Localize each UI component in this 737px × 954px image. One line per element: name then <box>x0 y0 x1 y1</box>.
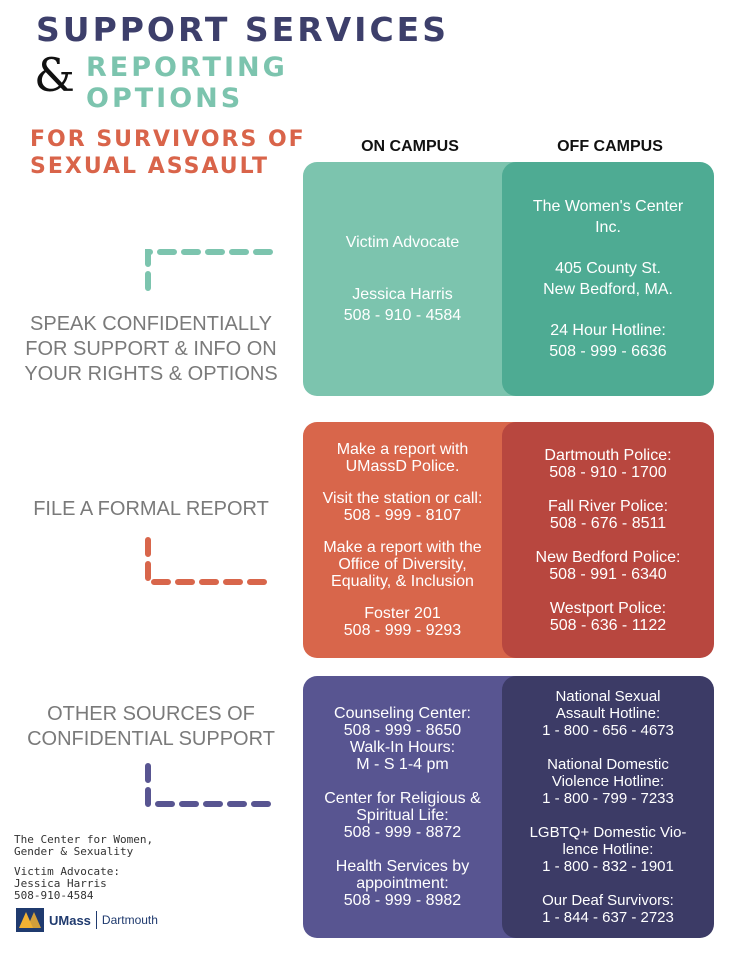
advocate-title: Victim Advocate <box>345 234 460 251</box>
label-other-sources: OTHER SOURCES OF CONFIDENTIAL SUPPORT <box>10 702 292 752</box>
womens-center-name-cont: Inc. <box>595 219 621 236</box>
religious-life-label: Center for Religious & <box>324 790 481 807</box>
health-services-label: appointment: <box>356 875 449 892</box>
report-line: Visit the station or call: <box>322 490 483 507</box>
formal-off-campus-box <box>502 422 714 658</box>
ampersand: & <box>34 48 75 102</box>
hotline-name: National Sexual <box>555 688 661 705</box>
label-line: YOUR RIGHTS & OPTIONS <box>24 363 278 385</box>
religious-life-phone: 508 - 999 - 8872 <box>343 824 462 841</box>
health-services-label: Health Services by <box>335 858 470 875</box>
logo-umass-text: UMass <box>49 912 91 928</box>
walk-in-hours: M - S 1-4 pm <box>356 756 449 773</box>
police-name: New Bedford Police: <box>535 548 681 566</box>
police-phone: 508 - 991 - 6340 <box>549 565 667 583</box>
hotline-phone: 508 - 999 - 6636 <box>549 343 667 360</box>
police-phone: 508 - 636 - 1122 <box>549 616 667 634</box>
other-off-campus-content: National Sexual Assault Hotline: 1 - 800… <box>508 676 708 938</box>
advocate-phone: 508 - 910 - 4584 <box>343 307 462 324</box>
footer-advocate-line: 508-910-4584 <box>14 889 94 902</box>
other-off-campus-box <box>502 676 714 938</box>
footer-org: The Center for Women, Gender & Sexuality <box>14 834 153 858</box>
hotline-phone: 1 - 800 - 799 - 7233 <box>542 790 674 807</box>
title-options: OPTIONS <box>86 83 244 114</box>
police-phone: 508 - 999 - 8107 <box>343 507 462 524</box>
counseling-phone: 508 - 999 - 8650 <box>343 722 462 739</box>
religious-life-label: Spiritual Life: <box>356 807 449 824</box>
hotline-name: Our Deaf Survivors: <box>542 892 674 909</box>
report-line: Equality, & Inclusion <box>331 573 474 590</box>
label-line: SPEAK CONFIDENTIALLY <box>30 313 272 335</box>
report-line: Make a report with <box>336 441 469 458</box>
address-line: 405 County St. <box>555 260 661 277</box>
logo-divider <box>95 911 97 929</box>
footer-advocate-line: Victim Advocate: <box>14 865 120 878</box>
advocate-name: Jessica Harris <box>352 286 453 303</box>
police-name: Westport Police: <box>549 599 667 617</box>
column-header-off-campus: OFF CAMPUS <box>557 138 663 155</box>
page-subtitle: FOR SURVIVORS OF SEXUAL ASSAULT <box>30 126 306 180</box>
dashed-connector-teal <box>145 249 273 301</box>
page-title-secondary: REPORTING OPTIONS <box>86 52 288 114</box>
label-line: OTHER SOURCES OF <box>47 703 255 725</box>
police-name: Fall River Police: <box>547 497 669 515</box>
police-phone: 508 - 676 - 8511 <box>549 514 667 532</box>
hotline-label: 24 Hour Hotline: <box>550 322 666 339</box>
formal-on-campus-content: Make a report with UMassD Police. Visit … <box>305 422 500 658</box>
footer-org-line: The Center for Women, <box>14 833 154 846</box>
umass-emblem-icon <box>16 908 44 932</box>
footer-org-line: Gender & Sexuality <box>14 845 134 858</box>
subtitle-line-1: FOR SURVIVORS OF <box>30 127 306 152</box>
other-on-campus-content: Counseling Center: 508 - 999 - 8650 Walk… <box>305 676 500 938</box>
label-confidential: SPEAK CONFIDENTIALLY FOR SUPPORT & INFO … <box>10 312 292 387</box>
footer-advocate-line: Jessica Harris <box>14 877 107 890</box>
column-header-on-campus: ON CAMPUS <box>361 138 459 155</box>
page-title: SUPPORT SERVICES <box>36 10 449 49</box>
hotline-name: Assault Hotline: <box>555 705 661 722</box>
label-line: CONFIDENTIAL SUPPORT <box>27 728 275 750</box>
label-formal-report: FILE A FORMAL REPORT <box>33 498 269 520</box>
police-name: Dartmouth Police: <box>544 446 672 464</box>
address-line: New Bedford, MA. <box>543 281 673 298</box>
umass-dartmouth-logo: UMass Dartmouth <box>16 908 158 932</box>
report-line: Office of Diversity, <box>338 556 467 573</box>
footer-advocate: Victim Advocate: Jessica Harris 508-910-… <box>14 866 120 902</box>
counseling-label: Counseling Center: <box>334 705 471 722</box>
confidential-off-campus-content: The Women's Center Inc. 405 County St. N… <box>508 162 708 396</box>
formal-off-campus-content: Dartmouth Police: 508 - 910 - 1700 Fall … <box>508 422 708 658</box>
hotline-name: LGBTQ+ Domestic Vio- <box>529 824 687 841</box>
hotline-phone: 1 - 844 - 637 - 2723 <box>542 909 674 926</box>
health-services-phone: 508 - 999 - 8982 <box>343 892 462 909</box>
office-phone: 508 - 999 - 9293 <box>343 622 462 639</box>
police-phone: 508 - 910 - 1700 <box>549 463 667 481</box>
womens-center-name: The Women's Center <box>532 198 684 215</box>
logo-campus-text: Dartmouth <box>101 913 158 927</box>
report-line: Make a report with the <box>323 539 482 556</box>
walk-in-label: Walk-In Hours: <box>349 739 456 756</box>
confidential-on-campus-content: Victim Advocate Jessica Harris 508 - 910… <box>305 162 500 396</box>
office-location: Foster 201 <box>364 605 441 622</box>
confidential-off-campus-box <box>502 162 714 396</box>
report-line: UMassD Police. <box>345 458 460 475</box>
hotline-phone: 1 - 800 - 656 - 4673 <box>542 722 674 739</box>
hotline-name: National Domestic <box>547 756 669 773</box>
dashed-connector-purple <box>145 763 275 807</box>
hotline-phone: 1 - 800 - 832 - 1901 <box>542 858 674 875</box>
hotline-name: Violence Hotline: <box>551 773 665 790</box>
label-line: FOR SUPPORT & INFO ON <box>25 338 277 360</box>
hotline-name: lence Hotline: <box>562 841 654 858</box>
title-reporting: REPORTING <box>86 52 288 83</box>
dashed-connector-orange <box>145 537 275 585</box>
subtitle-line-2: SEXUAL ASSAULT <box>30 154 270 179</box>
